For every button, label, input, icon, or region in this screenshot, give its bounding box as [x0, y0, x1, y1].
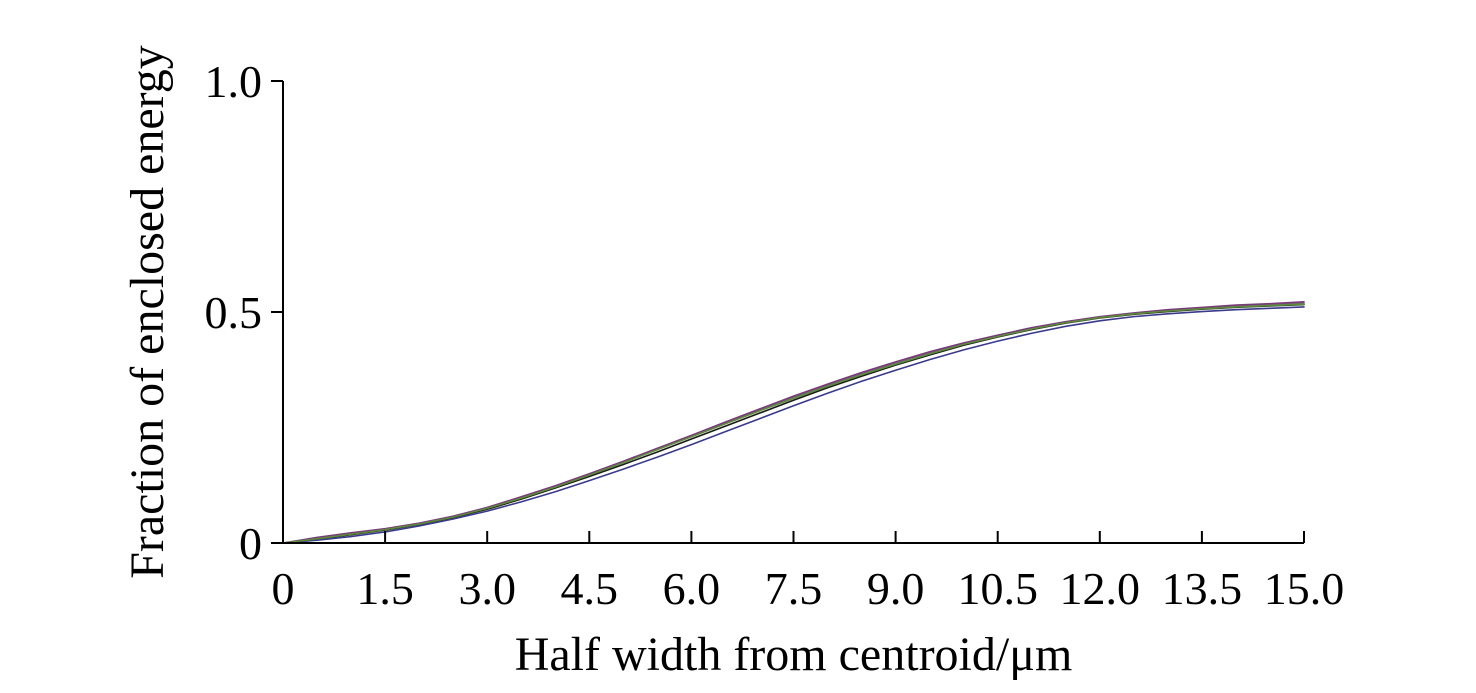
x-tick-label: 13.5: [1162, 563, 1243, 614]
y-tick-label: 0: [239, 518, 262, 569]
series-layer: [282, 301, 1305, 544]
series-line-3: [282, 302, 1305, 544]
series-line-5: [282, 303, 1305, 544]
x-tick-label: 15.0: [1264, 563, 1345, 614]
series-line-4: [282, 301, 1305, 544]
series-line-2: [282, 306, 1305, 544]
x-axis-title: Half width from centroid/μm: [515, 628, 1073, 681]
y-ticks: 0 0.5 1.0: [205, 56, 283, 569]
x-tick-label: 7.5: [765, 563, 823, 614]
x-tick-label: 4.5: [561, 563, 619, 614]
y-tick-label: 1.0: [205, 56, 263, 107]
x-tick-label: 12.0: [1060, 563, 1141, 614]
x-tick-label: 10.5: [957, 563, 1038, 614]
y-axis-title: Fraction of enclosed energy: [121, 45, 174, 579]
series-line-1: [282, 303, 1305, 544]
x-ticks: 0 1.5 3.0 4.5 6.0 7.5 9.0 10.5 12.0 13.5 15.0: [272, 531, 1345, 614]
x-tick-label: 3.0: [458, 563, 516, 614]
x-tick-label: 1.5: [356, 563, 414, 614]
x-tick-label: 0: [272, 563, 295, 614]
x-tick-label: 6.0: [663, 563, 721, 614]
y-tick-label: 0.5: [205, 287, 263, 338]
x-tick-label: 9.0: [867, 563, 925, 614]
